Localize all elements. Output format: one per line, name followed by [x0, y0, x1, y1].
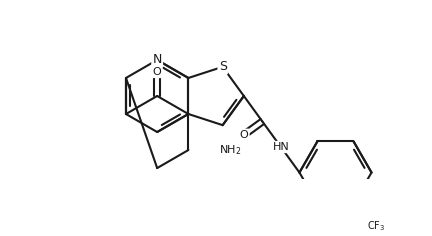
Text: HN: HN	[273, 142, 289, 152]
Text: O: O	[153, 67, 162, 77]
Text: NH$_2$: NH$_2$	[219, 143, 242, 157]
Text: S: S	[219, 60, 227, 73]
Text: N: N	[152, 53, 162, 67]
Text: CF$_3$: CF$_3$	[367, 219, 385, 233]
Text: O: O	[240, 130, 248, 140]
